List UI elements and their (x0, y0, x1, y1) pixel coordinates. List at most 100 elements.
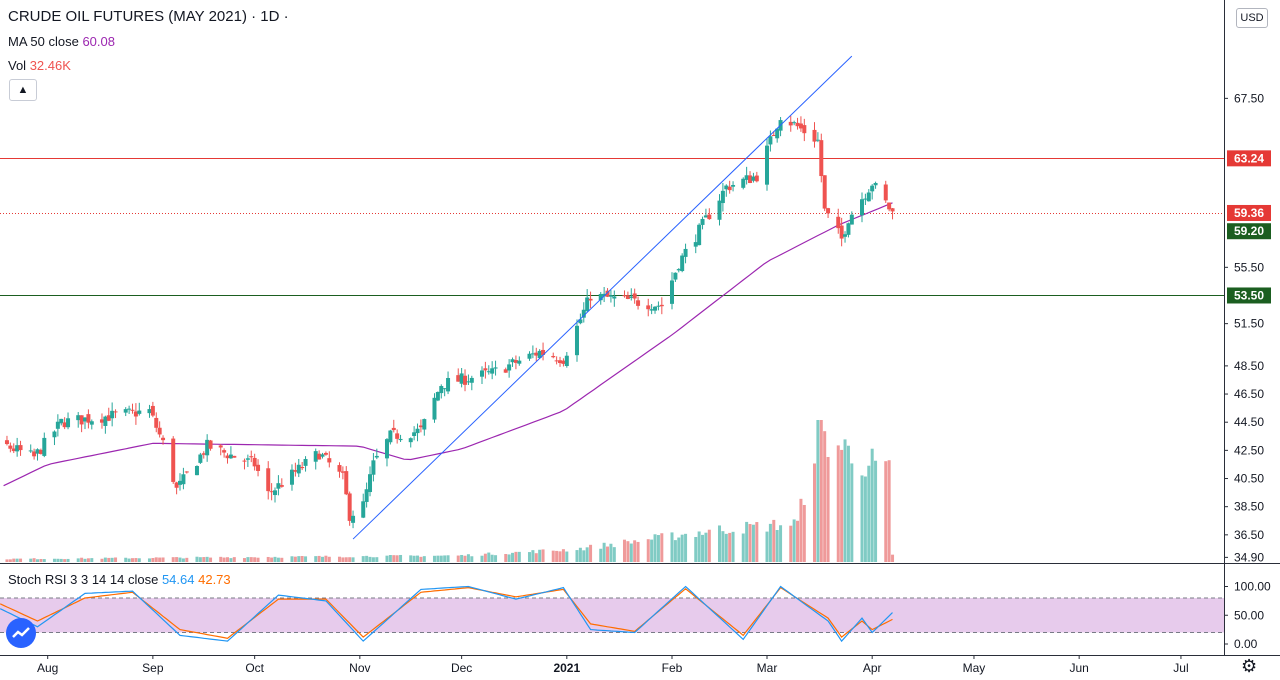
candle-body (76, 415, 81, 421)
time-axis-label: Mar (757, 661, 778, 675)
volume-bar (114, 557, 118, 562)
volume-bar (551, 550, 555, 562)
volume-bar (460, 554, 464, 562)
volume-bar (677, 537, 681, 562)
volume-bar (249, 557, 253, 562)
volume-bar (154, 557, 158, 562)
volume-bar (5, 559, 9, 562)
candle-body (585, 297, 590, 312)
candle-body (632, 293, 637, 299)
candle-body (554, 360, 559, 362)
candle-body (846, 223, 851, 235)
volume-bar (205, 556, 209, 562)
volume-bar (466, 554, 470, 562)
volume-bar (650, 539, 654, 562)
volume-bar (56, 558, 60, 562)
volume-bar (276, 557, 280, 562)
candle-body (293, 470, 298, 472)
candle-body (55, 421, 60, 429)
volume-bar (565, 551, 569, 562)
volume-bar (178, 557, 182, 562)
volume-bar (385, 555, 389, 562)
volume-bar (731, 531, 735, 562)
candle-body (150, 405, 155, 416)
candle-body (317, 453, 322, 460)
currency-button[interactable]: USD (1236, 8, 1268, 28)
volume-bar (297, 556, 301, 562)
candle-body (303, 459, 308, 466)
price-tick-label: 38.50 (1234, 500, 1264, 514)
gear-icon[interactable]: ⚙ (1241, 656, 1258, 676)
volume-bar (280, 557, 284, 562)
candle-body (612, 296, 617, 299)
volume-bar (494, 555, 498, 562)
volume-bar (270, 557, 274, 562)
candle-body (849, 214, 854, 225)
candle-body (581, 309, 586, 318)
volume-bar (436, 555, 440, 562)
volume-bar (209, 557, 213, 562)
volume-bar (779, 525, 783, 562)
collapse-legend-button[interactable]: ▲ (9, 79, 37, 101)
candle-body (493, 367, 498, 369)
volume-bar (802, 504, 806, 562)
volume-bar (670, 532, 674, 562)
volume-bar (697, 531, 701, 562)
candle-body (15, 445, 20, 452)
candle-body (890, 208, 895, 212)
volume-bar (439, 555, 443, 562)
volume-bar (171, 557, 175, 562)
candle-body (510, 359, 515, 363)
candle-body (266, 468, 271, 492)
candle-body (558, 360, 563, 364)
volume-bar (684, 533, 688, 562)
time-axis-label: Oct (245, 661, 264, 675)
candle-body (432, 397, 437, 420)
candle-body (466, 381, 471, 383)
volume-bar (775, 530, 779, 562)
volume-bar (863, 476, 867, 562)
volume-bar (392, 555, 396, 562)
candle-body (194, 466, 199, 476)
candle-body (870, 185, 875, 192)
candle-body (327, 458, 332, 463)
candle-body (32, 451, 37, 457)
candle-body (680, 255, 685, 272)
candle-body (860, 199, 865, 216)
volume-bar (388, 555, 392, 562)
volume-bar (446, 555, 450, 562)
candle-body (866, 192, 871, 202)
candle-body (368, 474, 373, 493)
time-axis-label: Jun (1069, 661, 1088, 675)
volume-bar (826, 456, 830, 562)
volume-bar (470, 556, 474, 562)
candle-body (157, 427, 162, 435)
volume-bar (558, 551, 562, 562)
candle-body (836, 216, 841, 229)
candle-body (744, 175, 749, 180)
tradingview-logo-icon[interactable] (6, 618, 36, 648)
candle-body (629, 296, 634, 298)
candle-body (527, 353, 532, 359)
volume-bar (456, 555, 460, 562)
volume-bar (534, 553, 538, 562)
stoch-axis-label: 50.00 (1234, 608, 1264, 622)
volume-bar (887, 460, 891, 562)
candle-body (578, 319, 583, 324)
volume-bar (816, 420, 820, 562)
volume-bar (304, 556, 308, 562)
candle-body (347, 493, 352, 521)
candle-body (442, 388, 447, 390)
volume-bar (202, 557, 206, 562)
volume-bar (293, 556, 297, 562)
volume-bar (840, 449, 844, 562)
volume-bar (266, 556, 270, 562)
candle-body (839, 225, 844, 239)
candle-body (113, 411, 118, 413)
volume-bar (365, 555, 369, 562)
volume-bar (507, 554, 511, 562)
candle-body (4, 440, 9, 445)
candle-body (130, 409, 135, 411)
volume-bar (538, 549, 542, 562)
